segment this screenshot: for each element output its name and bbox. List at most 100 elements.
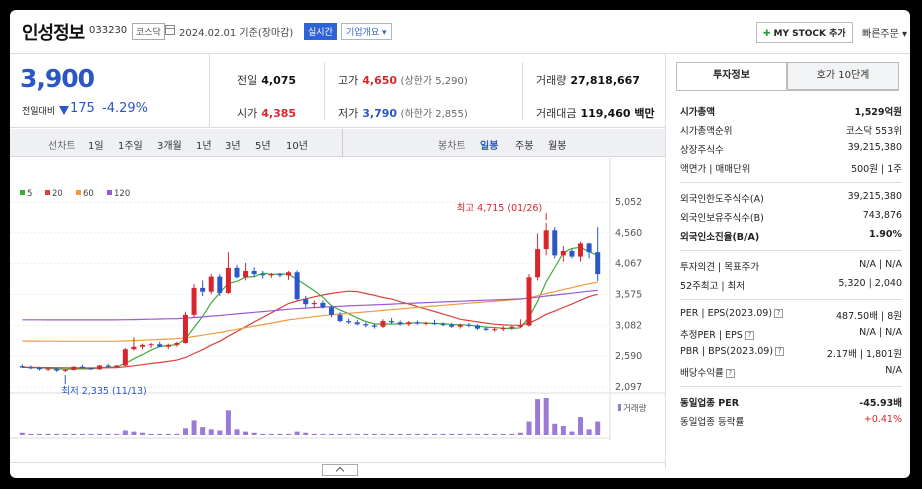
candle-body [105, 365, 111, 367]
volume-bar [492, 433, 498, 435]
stat-prev-close: 전일 4,075 [237, 72, 296, 88]
candle-body [294, 272, 300, 300]
volume-bar [114, 433, 120, 435]
volume-bar [595, 421, 601, 435]
quick-order-button[interactable]: 빠른주문 ▾ [862, 29, 908, 40]
divider [680, 250, 902, 251]
volume-bar [517, 432, 523, 435]
candle-body [148, 344, 154, 346]
volume-bar [62, 433, 68, 435]
info-value: 1,529억원 [854, 107, 902, 118]
stock-name[interactable]: 인성정보 [22, 23, 85, 44]
candle-body [54, 368, 60, 371]
realtime-badge[interactable]: 실시간 [304, 23, 337, 40]
legend-swatch [107, 190, 112, 195]
volume-bar [371, 433, 377, 435]
collapse-button[interactable] [322, 464, 358, 476]
tab-3m[interactable]: 3개월 [157, 141, 182, 152]
help-icon[interactable]: ? [725, 369, 735, 378]
candle-body [492, 329, 498, 331]
candle-body [88, 368, 94, 370]
info-label: 액면가 | 매매단위 [680, 164, 751, 175]
info-value: N/A | N/A [859, 327, 902, 338]
info-value: N/A | N/A [859, 259, 902, 270]
tab-orderbook[interactable]: 호가 10단계 [787, 62, 899, 90]
price-chart[interactable]: 5,052 4,560 4,067 3,575 3,082 2,590 2,097 5 20 60… [10, 158, 665, 440]
help-icon[interactable]: ? [774, 309, 784, 318]
tab-invest-info[interactable]: 투자정보 [676, 62, 787, 90]
volume-bar [586, 429, 592, 435]
candle-body [328, 307, 334, 315]
tab-10y[interactable]: 10년 [286, 141, 308, 152]
volume-bar [389, 433, 395, 435]
volume-bar [45, 433, 51, 435]
volume-bar [79, 433, 85, 435]
divider [522, 62, 523, 120]
candle-chart-label[interactable]: 봉차트 [438, 141, 466, 152]
volume-bar [148, 433, 154, 435]
header: 인성정보 033230 코스닥 2024.02.01 기준(장마감) 실시간 기… [10, 10, 910, 54]
candle-body [543, 230, 549, 250]
y-tick-label: 4,067 [615, 259, 642, 270]
info-value: N/A [885, 365, 902, 376]
legend-label: 5 [27, 189, 32, 199]
help-icon[interactable]: ? [744, 331, 754, 340]
info-value: +0.41% [863, 414, 902, 425]
candle-body [552, 230, 558, 256]
y-tick-label: 4,560 [615, 228, 642, 239]
candle-body [174, 342, 180, 345]
ma-line-20 [22, 290, 598, 369]
tab-daily[interactable]: 일봉 [480, 141, 499, 152]
tab-1d[interactable]: 1일 [88, 141, 104, 152]
stat-low: 저가 3,790 (하한가 2,855) [338, 105, 468, 121]
calendar-icon [165, 25, 175, 35]
row-52week: 52주최고 | 최저 5,320 | 2,040 [680, 278, 902, 296]
volume-bar [320, 433, 326, 435]
tab-1y[interactable]: 1년 [196, 141, 212, 152]
candle-body [114, 365, 120, 367]
candle-body [526, 277, 532, 326]
info-label: 배당수익률? [680, 365, 735, 379]
candle-body [36, 368, 42, 370]
tab-weekly[interactable]: 주봉 [515, 141, 534, 152]
row-foreign-ratio: 외국인소진율(B/A) 1.90% [680, 229, 902, 247]
legend-swatch [76, 190, 81, 195]
tab-monthly[interactable]: 월봉 [548, 141, 567, 152]
info-label: 동일업종 등락률 [680, 417, 745, 428]
candle-body [243, 270, 249, 278]
candle-body [363, 324, 369, 326]
tab-1w[interactable]: 1주일 [118, 141, 143, 152]
volume-bar [174, 433, 180, 435]
mystock-add-button[interactable]: ✚ MY STOCK 추가 [756, 22, 853, 43]
legend-swatch [20, 190, 25, 195]
volume-bar [363, 433, 369, 435]
chart-svg[interactable]: 5,052 4,560 4,067 3,575 3,082 2,590 2,097 5 20 60… [10, 158, 665, 440]
help-icon[interactable]: ? [775, 347, 785, 356]
candle-body [414, 322, 420, 324]
volume-bar [457, 433, 463, 435]
volume-bar [165, 433, 171, 435]
tab-3y[interactable]: 3년 [225, 141, 241, 152]
tab-5y[interactable]: 5년 [255, 141, 271, 152]
legend-label: 60 [83, 189, 94, 199]
volume-bar [474, 433, 480, 435]
candle-body [569, 250, 575, 257]
volume-bar [217, 430, 223, 435]
info-label: 추정PER | EPS? [680, 327, 754, 341]
candle-body [474, 325, 480, 329]
candle-body [260, 274, 266, 276]
volume-bar [71, 433, 77, 435]
volume-bar [346, 433, 352, 435]
candle-body [165, 344, 171, 347]
info-value: 5,320 | 2,040 [838, 278, 902, 289]
company-overview-button[interactable]: 기업개요 ▾ [341, 23, 392, 40]
volume-bar [578, 417, 584, 435]
line-chart-label[interactable]: 선차트 [48, 141, 76, 152]
volume-bar [483, 433, 489, 435]
info-panel: 투자정보 호가 10단계 시가총액 1,529억원 시가총액순위 코스닥 553위 … [665, 54, 910, 468]
max-annotation: 최고 4,715 (01/26) [457, 203, 543, 214]
volume-bar [294, 431, 300, 435]
candle-body [286, 272, 292, 276]
row-opinion: 투자의견 | 목표주가 N/A | N/A [680, 259, 902, 277]
volume-bar [182, 428, 188, 435]
